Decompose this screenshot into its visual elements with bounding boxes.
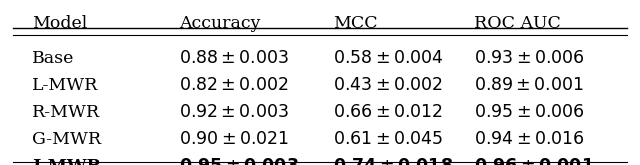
Text: $0.90 \pm 0.021$: $0.90 \pm 0.021$ — [179, 131, 289, 148]
Text: Accuracy: Accuracy — [179, 15, 260, 32]
Text: $0.61 \pm 0.045$: $0.61 \pm 0.045$ — [333, 131, 443, 148]
Text: R-MWR: R-MWR — [32, 104, 100, 121]
Text: $0.58 \pm 0.004$: $0.58 \pm 0.004$ — [333, 50, 444, 66]
Text: $0.89 \pm 0.001$: $0.89 \pm 0.001$ — [474, 77, 583, 94]
Text: $\mathbf{0.95} \pm \mathbf{0.003}$: $\mathbf{0.95} \pm \mathbf{0.003}$ — [179, 158, 299, 165]
Text: ROC AUC: ROC AUC — [474, 15, 561, 32]
Text: $\mathbf{0.74} \pm \mathbf{0.018}$: $\mathbf{0.74} \pm \mathbf{0.018}$ — [333, 158, 453, 165]
Text: $0.95 \pm 0.006$: $0.95 \pm 0.006$ — [474, 104, 584, 121]
Text: $0.92 \pm 0.003$: $0.92 \pm 0.003$ — [179, 104, 289, 121]
Text: G-MWR: G-MWR — [32, 131, 101, 148]
Text: $0.93 \pm 0.006$: $0.93 \pm 0.006$ — [474, 50, 584, 66]
Text: $0.88 \pm 0.003$: $0.88 \pm 0.003$ — [179, 50, 289, 66]
Text: Base: Base — [32, 50, 74, 66]
Text: J-MWR: J-MWR — [32, 158, 101, 165]
Text: Model: Model — [32, 15, 87, 32]
Text: $\mathbf{0.96} \pm \mathbf{0.001}$: $\mathbf{0.96} \pm \mathbf{0.001}$ — [474, 158, 593, 165]
Text: $0.82 \pm 0.002$: $0.82 \pm 0.002$ — [179, 77, 289, 94]
Text: $0.66 \pm 0.012$: $0.66 \pm 0.012$ — [333, 104, 443, 121]
Text: $0.43 \pm 0.002$: $0.43 \pm 0.002$ — [333, 77, 443, 94]
Text: L-MWR: L-MWR — [32, 77, 99, 94]
Text: $0.94 \pm 0.016$: $0.94 \pm 0.016$ — [474, 131, 584, 148]
Text: MCC: MCC — [333, 15, 378, 32]
